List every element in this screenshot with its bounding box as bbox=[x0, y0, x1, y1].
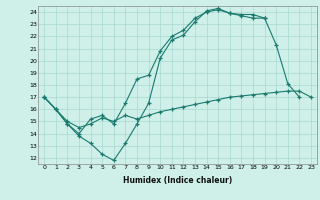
X-axis label: Humidex (Indice chaleur): Humidex (Indice chaleur) bbox=[123, 176, 232, 185]
